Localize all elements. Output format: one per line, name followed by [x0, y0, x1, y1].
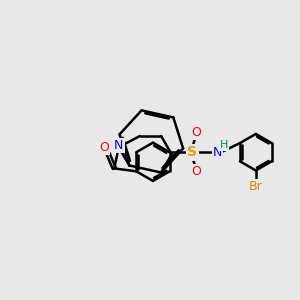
Text: S: S — [188, 145, 197, 159]
Text: N: N — [213, 146, 222, 159]
Text: O: O — [99, 141, 109, 154]
Text: H: H — [220, 140, 228, 150]
Text: O: O — [191, 126, 201, 139]
Text: Br: Br — [249, 180, 263, 193]
Text: O: O — [191, 165, 201, 178]
Text: N: N — [114, 139, 123, 152]
